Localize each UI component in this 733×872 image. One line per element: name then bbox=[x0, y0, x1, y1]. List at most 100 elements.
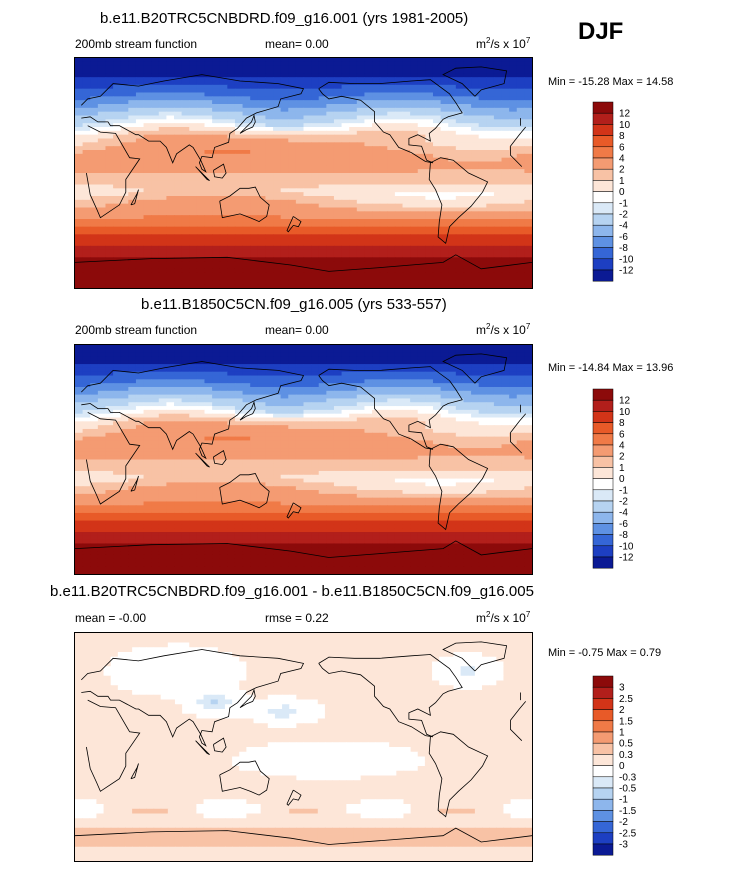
map-1-cell bbox=[303, 176, 312, 182]
map-1-cell bbox=[158, 199, 167, 205]
map-1-cell bbox=[288, 257, 297, 262]
map-1-cell bbox=[463, 100, 472, 105]
map-2-cell bbox=[417, 425, 426, 430]
map-1-cell bbox=[349, 104, 358, 109]
map-2-cell bbox=[341, 413, 350, 419]
map-1-cell bbox=[509, 150, 518, 155]
map-2-cell bbox=[448, 409, 457, 415]
map-1-cell bbox=[432, 115, 442, 120]
map-1-cell bbox=[440, 123, 449, 128]
map-1-cell bbox=[379, 276, 388, 281]
map-1-cell bbox=[486, 123, 495, 128]
map-2-cell bbox=[349, 352, 358, 358]
map-2-cell bbox=[493, 417, 503, 422]
map-1-cell bbox=[234, 123, 244, 128]
map-1-cell bbox=[273, 153, 282, 159]
map-1-cell bbox=[326, 142, 335, 147]
map-2-cell bbox=[82, 413, 91, 419]
map-1-cell bbox=[425, 284, 434, 288]
map-2-cell bbox=[120, 375, 129, 380]
map-1-cell bbox=[349, 180, 358, 186]
map-1-cell bbox=[219, 253, 228, 258]
map-1-cell bbox=[219, 249, 228, 255]
map-1-cell bbox=[158, 207, 167, 212]
map-2-cell bbox=[478, 367, 487, 373]
map-1-cell bbox=[516, 242, 525, 247]
map-1-cell bbox=[326, 276, 335, 281]
map-1-cell bbox=[425, 245, 434, 251]
map-2-cell bbox=[402, 375, 411, 380]
map-2-cell bbox=[379, 394, 388, 400]
map-1-cell bbox=[478, 280, 487, 285]
map-1-cell bbox=[417, 272, 426, 278]
map-1-cell bbox=[196, 188, 206, 193]
map-1-cell bbox=[372, 119, 381, 124]
map-2-cell bbox=[143, 402, 152, 407]
map-1-cell bbox=[455, 69, 465, 74]
map-1-cell bbox=[265, 284, 274, 288]
map-2-cell bbox=[326, 394, 335, 400]
map-2-cell bbox=[82, 364, 91, 369]
map-1-cell bbox=[113, 215, 122, 220]
map-1-cell bbox=[204, 192, 213, 197]
map-1-cell bbox=[189, 222, 198, 228]
map-2-cell bbox=[448, 406, 457, 411]
map-1-cell bbox=[181, 146, 190, 151]
map-1-cell bbox=[425, 188, 434, 193]
map-2-cell bbox=[333, 383, 343, 388]
map-2-cell bbox=[425, 356, 434, 361]
map-1-cell bbox=[212, 249, 221, 255]
map-1-cell bbox=[486, 81, 495, 86]
map-1-cell bbox=[120, 58, 129, 63]
map-1-cell bbox=[113, 100, 122, 105]
map-1-cell bbox=[410, 104, 419, 109]
map-1-cell bbox=[372, 265, 381, 270]
map-1-cell bbox=[97, 196, 107, 201]
map-2-cell bbox=[166, 356, 175, 361]
map-1-cell bbox=[135, 123, 145, 128]
map-1-cell bbox=[128, 77, 137, 82]
map-2-cell bbox=[181, 409, 190, 415]
map-2-cell bbox=[250, 394, 259, 400]
map-1-cell bbox=[212, 153, 221, 159]
map-2-cell bbox=[196, 386, 206, 392]
map-2-cell bbox=[379, 409, 388, 415]
map-1-cell bbox=[379, 130, 388, 136]
map-1-cell bbox=[135, 107, 145, 113]
map-1-cell bbox=[478, 211, 487, 216]
map-2-cell bbox=[303, 356, 312, 361]
map-1-cell bbox=[509, 219, 518, 224]
map-1-cell bbox=[212, 104, 221, 109]
map-1-cell bbox=[181, 203, 190, 209]
map-2-cell bbox=[90, 406, 99, 411]
map-1-cell bbox=[288, 276, 297, 281]
map-1-cell bbox=[402, 169, 411, 174]
map-1-cell bbox=[273, 173, 282, 178]
map-2-cell bbox=[326, 428, 335, 434]
map-2-cell bbox=[379, 379, 388, 384]
map-1-cell bbox=[326, 123, 335, 128]
map-1-cell bbox=[486, 176, 495, 182]
map-1-cell bbox=[181, 184, 190, 189]
map-1-cell bbox=[97, 111, 107, 117]
map-1-cell bbox=[356, 92, 366, 97]
map-1-cell bbox=[333, 65, 343, 71]
map-1-cell bbox=[417, 261, 426, 266]
map-1-cell bbox=[273, 104, 282, 109]
map-2-cell bbox=[273, 345, 282, 350]
map-2-cell bbox=[410, 398, 419, 403]
map-1-cell bbox=[105, 146, 114, 151]
map-1-cell bbox=[303, 203, 312, 209]
map-1-cell bbox=[478, 92, 487, 97]
map-1-cell bbox=[90, 100, 99, 105]
map-1-cell bbox=[158, 61, 167, 67]
map-2-cell bbox=[364, 360, 373, 365]
map-1-cell bbox=[410, 69, 419, 74]
map-1-cell bbox=[402, 284, 411, 288]
map-2-cell bbox=[364, 348, 373, 354]
map-1-cell bbox=[295, 207, 305, 212]
map-1-cell bbox=[250, 134, 259, 140]
map-1-cell bbox=[219, 207, 228, 212]
map-2-cell bbox=[486, 379, 495, 384]
map-2-cell bbox=[303, 417, 312, 422]
